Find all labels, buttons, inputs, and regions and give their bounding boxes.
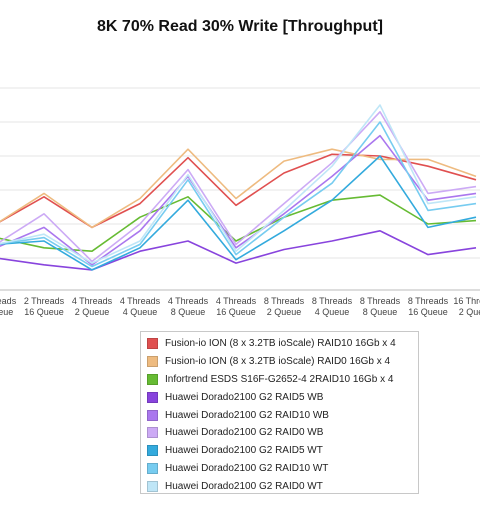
legend-swatch [147,462,158,474]
legend-item-2[interactable]: Fusion-io ION (8 x 3.2TB ioScale) RAID0 … [147,353,412,371]
legend-item-8[interactable]: Huawei Dorado2100 G2 RAID10 WT [147,460,412,478]
legend-swatch [147,338,158,350]
series-lines [0,104,477,271]
legend-swatch [147,409,158,421]
legend-label: Huawei Dorado2100 G2 RAID5 WB [165,391,324,403]
legend-swatch [147,445,158,457]
x-tick-label: 4 Threads 8 Queue [168,296,209,317]
legend-item-1[interactable]: Fusion-io ION (8 x 3.2TB ioScale) RAID10… [147,335,412,353]
series-line-6 [0,111,477,263]
legend-label: Huawei Dorado2100 G2 RAID10 WT [165,462,329,474]
series-line-1 [0,153,477,229]
legend-swatch [147,391,158,403]
x-tick-label: 4 Threads 4 Queue [120,296,161,317]
x-tick-label: 8 Threads 4 Queue [312,296,353,317]
legend-swatch [147,356,158,368]
x-tick-label: 8 Threads 16 Queue [408,296,449,317]
x-tick-label: 4 Threads 2 Queue [72,296,113,317]
legend-item-6[interactable]: Huawei Dorado2100 G2 RAID0 WB [147,424,412,442]
legend-item-4[interactable]: Huawei Dorado2100 G2 RAID5 WB [147,388,412,406]
series-line-4 [0,230,477,271]
x-tick-label: 8 Threads 8 Queue [360,296,401,317]
series-line-2 [0,148,477,229]
legend: Fusion-io ION (8 x 3.2TB ioScale) RAID10… [140,331,419,494]
chart-title: 8K 70% Read 30% Write [Throughput] [97,18,383,35]
legend-label: Huawei Dorado2100 G2 RAID0 WB [165,427,324,439]
legend-label: Fusion-io ION (8 x 3.2TB ioScale) RAID0 … [165,356,391,368]
series-line-8 [0,121,477,268]
legend-swatch [147,427,158,439]
x-tick-label: 4 Threads 16 Queue [216,296,257,317]
series-line-9 [0,104,477,264]
legend-item-5[interactable]: Huawei Dorado2100 G2 RAID10 WB [147,406,412,424]
legend-label: Infortrend ESDS S16F-G2652-4 2RAID10 16G… [165,373,394,385]
legend-item-7[interactable]: Huawei Dorado2100 G2 RAID5 WT [147,442,412,460]
legend-label: Huawei Dorado2100 G2 RAID0 WT [165,480,323,492]
series-line-7 [0,155,477,271]
legend-label: Huawei Dorado2100 G2 RAID10 WB [165,409,329,421]
legend-swatch [147,480,158,492]
gridlines [0,87,480,291]
legend-label: Huawei Dorado2100 G2 RAID5 WT [165,445,323,457]
legend-item-9[interactable]: Huawei Dorado2100 G2 RAID0 WT [147,477,412,495]
series-line-3 [0,194,477,252]
x-tick-label: 2 Threads 16 Queue [24,296,65,317]
x-tick-label: 8 Threads 2 Queue [264,296,305,317]
legend-swatch [147,373,158,385]
legend-label: Fusion-io ION (8 x 3.2TB ioScale) RAID10… [165,338,396,350]
legend-item-3[interactable]: Infortrend ESDS S16F-G2652-4 2RAID10 16G… [147,371,412,389]
series-line-5 [0,134,477,266]
